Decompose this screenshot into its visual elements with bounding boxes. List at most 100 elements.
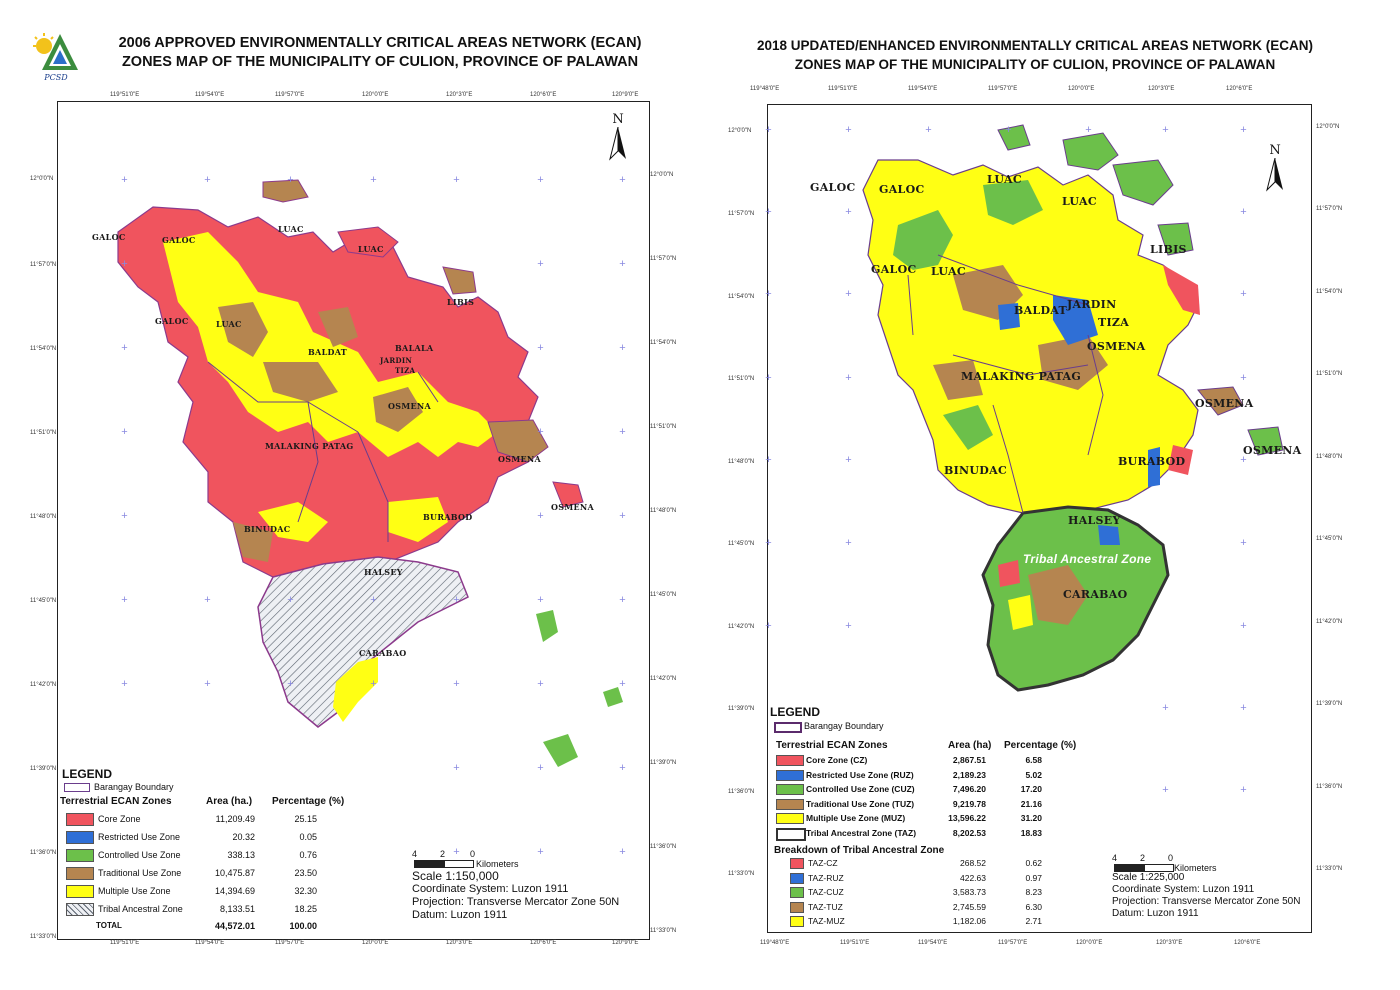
right-lon-tick-4: 120°0'0"E xyxy=(1068,86,1095,92)
right-lon-tick-1: 119°51'0"E xyxy=(828,86,858,92)
right-lat-tick-3: 11°51'0"N xyxy=(728,376,755,382)
right-legend-swatch-0 xyxy=(776,755,804,766)
left-lat-tick-right-0: 12°0'0"N xyxy=(650,172,674,178)
left-scale-text: Scale 1:150,000 xyxy=(412,869,499,883)
right-breakdown-pct-0: 0.62 xyxy=(1025,858,1042,868)
left-lon-tick-4: 120°3'0"E xyxy=(446,92,473,98)
left-graticule-cross-icon: + xyxy=(453,846,460,858)
right-graticule-cross-icon: + xyxy=(765,372,772,384)
left-graticule-cross-icon: + xyxy=(204,174,211,186)
right-label-libis: LIBIS xyxy=(1150,243,1187,256)
left-graticule-cross-icon: + xyxy=(204,594,211,606)
right-map-title: 2018 UPDATED/ENHANCED ENVIRONMENTALLY CR… xyxy=(715,36,1355,74)
left-legend-swatch-3 xyxy=(66,867,94,880)
left-graticule-cross-icon: + xyxy=(619,258,626,270)
left-graticule-cross-icon: + xyxy=(453,174,460,186)
right-legend-zone-name-0: Core Zone (CZ) xyxy=(806,755,868,765)
left-graticule-cross-icon: + xyxy=(537,258,544,270)
left-lon-tick-2: 119°57'0"E xyxy=(275,92,305,98)
right-legend-area-header: Area (ha) xyxy=(948,740,992,751)
left-scale-bar-light xyxy=(444,860,474,868)
right-label-tiza: TIZA xyxy=(1098,316,1130,329)
right-legend-zone-area-2: 7,496.20 xyxy=(952,784,986,794)
left-lat-tick-5: 11°45'0"N xyxy=(30,598,57,604)
left-scale-block: 4 2 0 Kilometers Scale 1:150,000 Coordin… xyxy=(412,849,619,922)
right-lat-tick-right-8: 11°36'0"N xyxy=(1316,784,1343,790)
barangay-boundary-swatch xyxy=(774,722,802,733)
right-islet-4 xyxy=(1157,222,1194,256)
right-island-traditional-use-3 xyxy=(933,360,983,400)
right-breakdown-area-2: 3,583.73 xyxy=(952,887,986,897)
left-label-jardin: JARDIN xyxy=(380,356,413,365)
right-lat-tick-0: 12°0'0"N xyxy=(728,128,752,134)
right-north-label: N xyxy=(1269,143,1281,158)
north-arrow-icon xyxy=(609,126,626,161)
left-scale-tick-0: 0 xyxy=(470,849,476,859)
left-lat-tick-0: 12°0'0"N xyxy=(30,176,54,182)
left-legend-zones-header: Terrestrial ECAN Zones xyxy=(60,796,172,807)
left-legend-zone-pct-4: 32.30 xyxy=(294,886,317,896)
left-scale-bar-dark xyxy=(414,860,444,868)
right-taz-core xyxy=(998,560,1020,587)
right-islet-2 xyxy=(1062,132,1119,171)
left-legend-title: LEGEND xyxy=(62,767,113,781)
right-scale-tick-4: 4 xyxy=(1112,853,1118,863)
left-lat-tick-right-8: 11°36'0"N xyxy=(650,844,677,850)
left-graticule-cross-icon: + xyxy=(619,846,626,858)
logo-text: PCSD xyxy=(43,73,68,82)
right-lat-tick-right-5: 11°45'0"N xyxy=(1316,536,1343,542)
right-lat-tick-2: 11°54'0"N xyxy=(728,294,755,300)
right-breakdown-name-2: TAZ-CUZ xyxy=(808,887,844,897)
left-graticule-cross-icon: + xyxy=(370,678,377,690)
left-lon-tick-bottom-2: 119°57'0"E xyxy=(275,940,305,946)
left-label-osmena: OSMENA xyxy=(498,454,542,464)
left-legend-zone-name-2: Controlled Use Zone xyxy=(98,850,181,860)
right-breakdown-swatch-1 xyxy=(790,872,804,884)
left-north-label: N xyxy=(612,112,624,127)
right-lat-tick-right-6: 11°42'0"N xyxy=(1316,619,1343,625)
right-legend-zone-pct-2: 17.20 xyxy=(1020,784,1042,794)
right-graticule-cross-icon: + xyxy=(845,372,852,384)
left-label-osmena: OSMENA xyxy=(388,401,432,411)
left-graticule-cross-icon: + xyxy=(537,174,544,186)
right-legend-zone-name-4: Multiple Use Zone (MUZ) xyxy=(806,813,906,823)
right-lat-tick-5: 11°45'0"N xyxy=(728,541,755,547)
right-lon-tick-5: 120°3'0"E xyxy=(1148,86,1175,92)
left-legend-zone-area-0: 11,209.49 xyxy=(215,814,255,824)
left-legend-zone-area-2: 338.13 xyxy=(227,850,255,860)
right-breakdown-swatch-4 xyxy=(790,916,804,927)
left-label-galoc: GALOC xyxy=(155,316,189,326)
left-label-halsey: HALSEY xyxy=(364,567,403,577)
left-graticule-cross-icon: + xyxy=(537,510,544,522)
left-north-arrow: N xyxy=(603,112,633,165)
right-lat-tick-right-9: 11°33'0"N xyxy=(1316,866,1343,872)
right-graticule-cross-icon: + xyxy=(1240,124,1247,136)
left-graticule-cross-icon: + xyxy=(537,678,544,690)
left-legend-zone-area-5: 8,133.51 xyxy=(219,904,255,914)
left-island-multiple-use-2 xyxy=(258,502,328,542)
right-legend-zone-pct-1: 5.02 xyxy=(1025,769,1042,780)
right-legend-zone-area-1: 2,189.23 xyxy=(952,769,986,780)
right-scale-tick-2: 2 xyxy=(1140,853,1146,863)
right-breakdown-swatch-0 xyxy=(790,858,804,869)
left-graticule-cross-icon: + xyxy=(121,594,128,606)
right-graticule-cross-icon: + xyxy=(1240,454,1247,466)
right-graticule-cross-icon: + xyxy=(845,206,852,218)
pcsd-logo: PCSD xyxy=(30,30,82,82)
right-graticule-cross-icon: + xyxy=(1085,124,1092,136)
right-lon-tick-bottom-0: 119°48'0"E xyxy=(760,940,790,946)
left-islet-osmena-1 xyxy=(487,419,549,463)
right-graticule-cross-icon: + xyxy=(1162,702,1169,714)
left-islet-libis xyxy=(442,266,477,295)
left-legend-total-label: TOTAL xyxy=(96,921,122,930)
left-graticule-cross-icon: + xyxy=(121,426,128,438)
right-lat-tick-right-3: 11°51'0"N xyxy=(1316,371,1343,377)
right-lon-tick-2: 119°54'0"E xyxy=(908,86,938,92)
left-graticule-cross-icon: + xyxy=(287,678,294,690)
left-legend-zone-pct-1: 0.05 xyxy=(299,832,317,842)
left-legend-zone-name-1: Restricted Use Zone xyxy=(98,832,181,842)
right-label-carabao: CARABAO xyxy=(1063,588,1128,601)
left-graticule-cross-icon: + xyxy=(453,678,460,690)
left-graticule-cross-icon: + xyxy=(204,678,211,690)
left-lat-tick-7: 11°39'0"N xyxy=(30,766,57,772)
